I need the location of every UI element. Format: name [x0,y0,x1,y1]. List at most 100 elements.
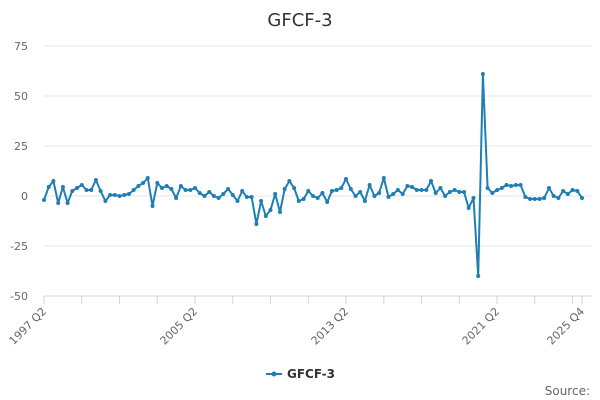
data-point[interactable] [235,199,240,203]
data-point[interactable] [358,190,363,194]
data-point[interactable] [65,201,70,205]
data-point[interactable] [103,199,108,203]
data-point[interactable] [254,222,259,226]
data-point[interactable] [452,188,457,192]
data-point[interactable] [56,201,61,205]
data-point[interactable] [542,196,547,200]
data-point[interactable] [509,184,514,188]
data-point[interactable] [353,194,358,198]
data-point[interactable] [367,183,372,187]
data-point[interactable] [42,198,46,202]
data-point[interactable] [174,196,179,200]
data-point[interactable] [169,187,174,191]
data-point[interactable] [547,186,551,190]
data-point[interactable] [490,191,495,195]
data-point[interactable] [292,186,297,190]
data-point[interactable] [372,194,377,198]
data-point[interactable] [348,187,353,191]
data-point[interactable] [504,183,509,187]
data-point[interactable] [296,199,301,203]
data-point[interactable] [89,188,94,192]
data-point[interactable] [528,197,533,201]
data-point[interactable] [202,194,207,198]
data-point[interactable] [126,192,131,196]
data-point[interactable] [325,200,330,204]
data-point[interactable] [244,195,249,199]
data-point[interactable] [471,196,476,200]
data-point[interactable] [429,179,433,183]
data-point[interactable] [565,192,570,196]
data-point[interactable] [188,188,193,192]
data-point[interactable] [381,176,386,180]
data-point[interactable] [495,188,500,192]
data-point[interactable] [183,188,188,192]
data-point[interactable] [334,188,339,192]
data-point[interactable] [164,184,169,188]
data-point[interactable] [259,199,264,203]
data-point[interactable] [268,208,273,212]
data-point[interactable] [46,185,51,189]
legend-item-gfcf-3[interactable]: GFCF-3 [287,367,335,381]
data-point[interactable] [395,188,400,192]
data-point[interactable] [197,191,202,195]
data-point[interactable] [263,214,268,218]
data-point[interactable] [462,190,466,194]
data-point[interactable] [414,188,419,192]
data-point[interactable] [485,186,490,190]
data-point[interactable] [282,187,287,191]
data-point[interactable] [84,188,89,192]
data-point[interactable] [438,186,443,190]
data-point[interactable] [51,179,56,183]
data-point[interactable] [447,190,452,194]
data-point[interactable] [207,190,212,194]
data-point[interactable] [466,206,471,210]
data-point[interactable] [301,197,306,201]
data-point[interactable] [306,189,311,193]
data-point[interactable] [580,196,584,200]
data-point[interactable] [391,192,396,196]
data-point[interactable] [419,188,424,192]
data-point[interactable] [315,196,320,200]
data-point[interactable] [344,177,348,181]
data-point[interactable] [556,196,561,200]
data-point[interactable] [513,183,518,187]
data-point[interactable] [131,188,136,192]
data-point[interactable] [249,195,254,199]
data-point[interactable] [178,184,183,188]
data-point[interactable] [141,181,146,185]
data-point[interactable] [405,184,410,188]
data-point[interactable] [226,187,231,191]
data-point[interactable] [518,183,523,187]
data-point[interactable] [400,192,405,196]
data-point[interactable] [230,193,235,197]
data-point[interactable] [424,188,429,192]
data-point[interactable] [211,194,216,198]
data-point[interactable] [98,189,103,193]
data-point[interactable] [480,72,485,76]
legend[interactable]: GFCF-3 [266,367,335,381]
data-point[interactable] [240,189,245,193]
data-point[interactable] [93,178,98,182]
data-point[interactable] [410,185,415,189]
data-point[interactable] [287,179,292,183]
data-point[interactable] [79,183,84,187]
data-point[interactable] [523,195,528,199]
data-point[interactable] [160,186,164,190]
data-point[interactable] [377,191,382,195]
data-point[interactable] [329,189,334,193]
data-point[interactable] [155,181,160,185]
data-point[interactable] [320,191,325,195]
data-point[interactable] [311,194,315,198]
data-point[interactable] [457,190,462,194]
data-point[interactable] [551,194,556,198]
data-point[interactable] [75,186,79,190]
data-point[interactable] [386,195,391,199]
data-point[interactable] [122,193,127,197]
data-point[interactable] [362,199,367,203]
data-point[interactable] [339,186,344,190]
data-point[interactable] [70,189,75,193]
data-point[interactable] [443,194,448,198]
data-point[interactable] [561,189,566,193]
data-point[interactable] [117,194,122,198]
data-point[interactable] [145,176,150,180]
